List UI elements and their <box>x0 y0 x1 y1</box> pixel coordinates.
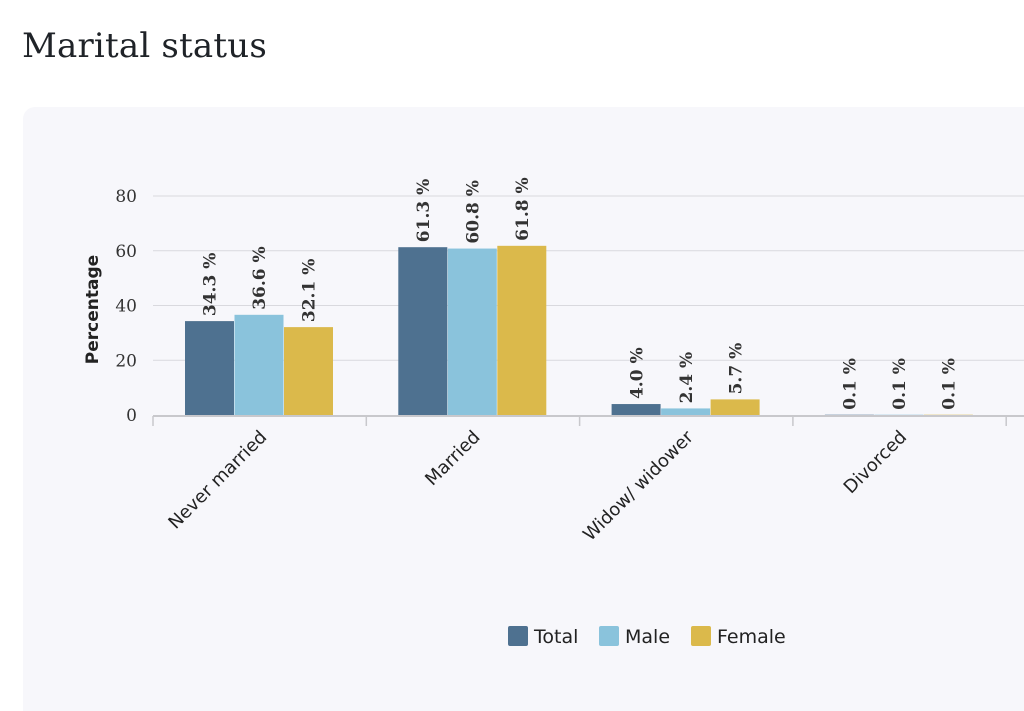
data-label: 61.8 % <box>513 177 533 240</box>
data-label: 4.0 % <box>627 347 647 399</box>
y-axis-title: Percentage <box>83 255 103 364</box>
bar-female-0 <box>284 327 333 415</box>
y-tick-label: 0 <box>126 406 137 426</box>
page-title: Marital status <box>22 26 268 66</box>
data-label: 0.1 % <box>940 358 960 410</box>
bar-total-0 <box>185 321 234 415</box>
legend-item-total[interactable]: Total <box>533 626 578 648</box>
bar-female-2 <box>710 399 760 415</box>
bar-male-1 <box>447 248 497 415</box>
data-label: 34.3 % <box>201 253 221 316</box>
data-label: 36.6 % <box>250 246 270 309</box>
legend-item-female[interactable]: Female <box>717 626 786 648</box>
legend-swatch-female <box>691 626 711 646</box>
y-tick-label: 60 <box>115 242 137 262</box>
data-label: 32.1 % <box>300 259 320 322</box>
y-tick-label: 40 <box>115 297 137 317</box>
x-tick-label: Never married <box>164 427 271 534</box>
data-label: 5.7 % <box>726 343 746 395</box>
data-label: 0.1 % <box>890 358 910 410</box>
x-tick-label: Widow/ widower <box>579 426 698 545</box>
legend-swatch-total <box>508 626 528 646</box>
bar-female-1 <box>497 245 547 415</box>
data-label: 2.4 % <box>677 352 697 404</box>
x-tick-label: Divorced <box>840 427 911 498</box>
bar-male-0 <box>234 314 284 415</box>
bar-total-1 <box>398 247 448 415</box>
x-tick-label: Married <box>421 427 484 490</box>
y-tick-label: 80 <box>115 187 137 207</box>
data-label: 0.1 % <box>841 358 861 410</box>
y-tick-label: 20 <box>115 351 137 371</box>
bar-total-2 <box>611 404 661 415</box>
legend-swatch-male <box>599 626 619 646</box>
data-label: 60.8 % <box>464 180 484 243</box>
legend-item-male[interactable]: Male <box>625 626 670 648</box>
bar-male-2 <box>661 408 711 415</box>
data-label: 61.3 % <box>414 179 434 242</box>
